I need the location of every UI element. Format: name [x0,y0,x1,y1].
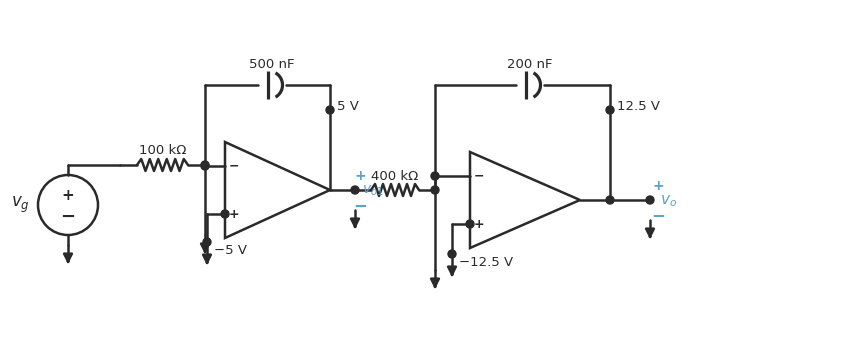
Text: +: + [652,179,664,193]
Circle shape [201,161,209,169]
Text: $v_g$: $v_g$ [11,195,30,215]
Text: −: − [229,159,239,172]
Text: −: − [651,206,665,224]
Text: 12.5 V: 12.5 V [617,101,660,113]
Circle shape [606,196,614,204]
Circle shape [221,210,229,218]
Text: $v_o$: $v_o$ [660,193,677,209]
Text: 500 nF: 500 nF [249,58,294,71]
Circle shape [448,250,456,258]
Text: −5 V: −5 V [214,244,247,257]
Text: −: − [61,208,76,226]
Text: 100 kΩ: 100 kΩ [139,145,186,157]
Circle shape [326,106,334,114]
Circle shape [351,186,359,194]
Text: −12.5 V: −12.5 V [459,256,513,269]
Circle shape [431,172,439,180]
Circle shape [431,186,439,194]
Text: +: + [473,218,484,231]
Text: −: − [353,196,367,214]
Text: 200 nF: 200 nF [507,58,553,71]
Circle shape [466,220,474,228]
Circle shape [203,238,211,246]
Text: 5 V: 5 V [337,101,359,113]
Text: +: + [61,188,74,202]
Circle shape [646,196,654,204]
Text: +: + [354,169,366,183]
Circle shape [201,162,209,170]
Circle shape [606,106,614,114]
Text: $v_{o1}$: $v_{o1}$ [362,184,383,198]
Text: +: + [229,207,240,220]
Text: −: − [473,170,484,182]
Text: 400 kΩ: 400 kΩ [372,170,419,182]
